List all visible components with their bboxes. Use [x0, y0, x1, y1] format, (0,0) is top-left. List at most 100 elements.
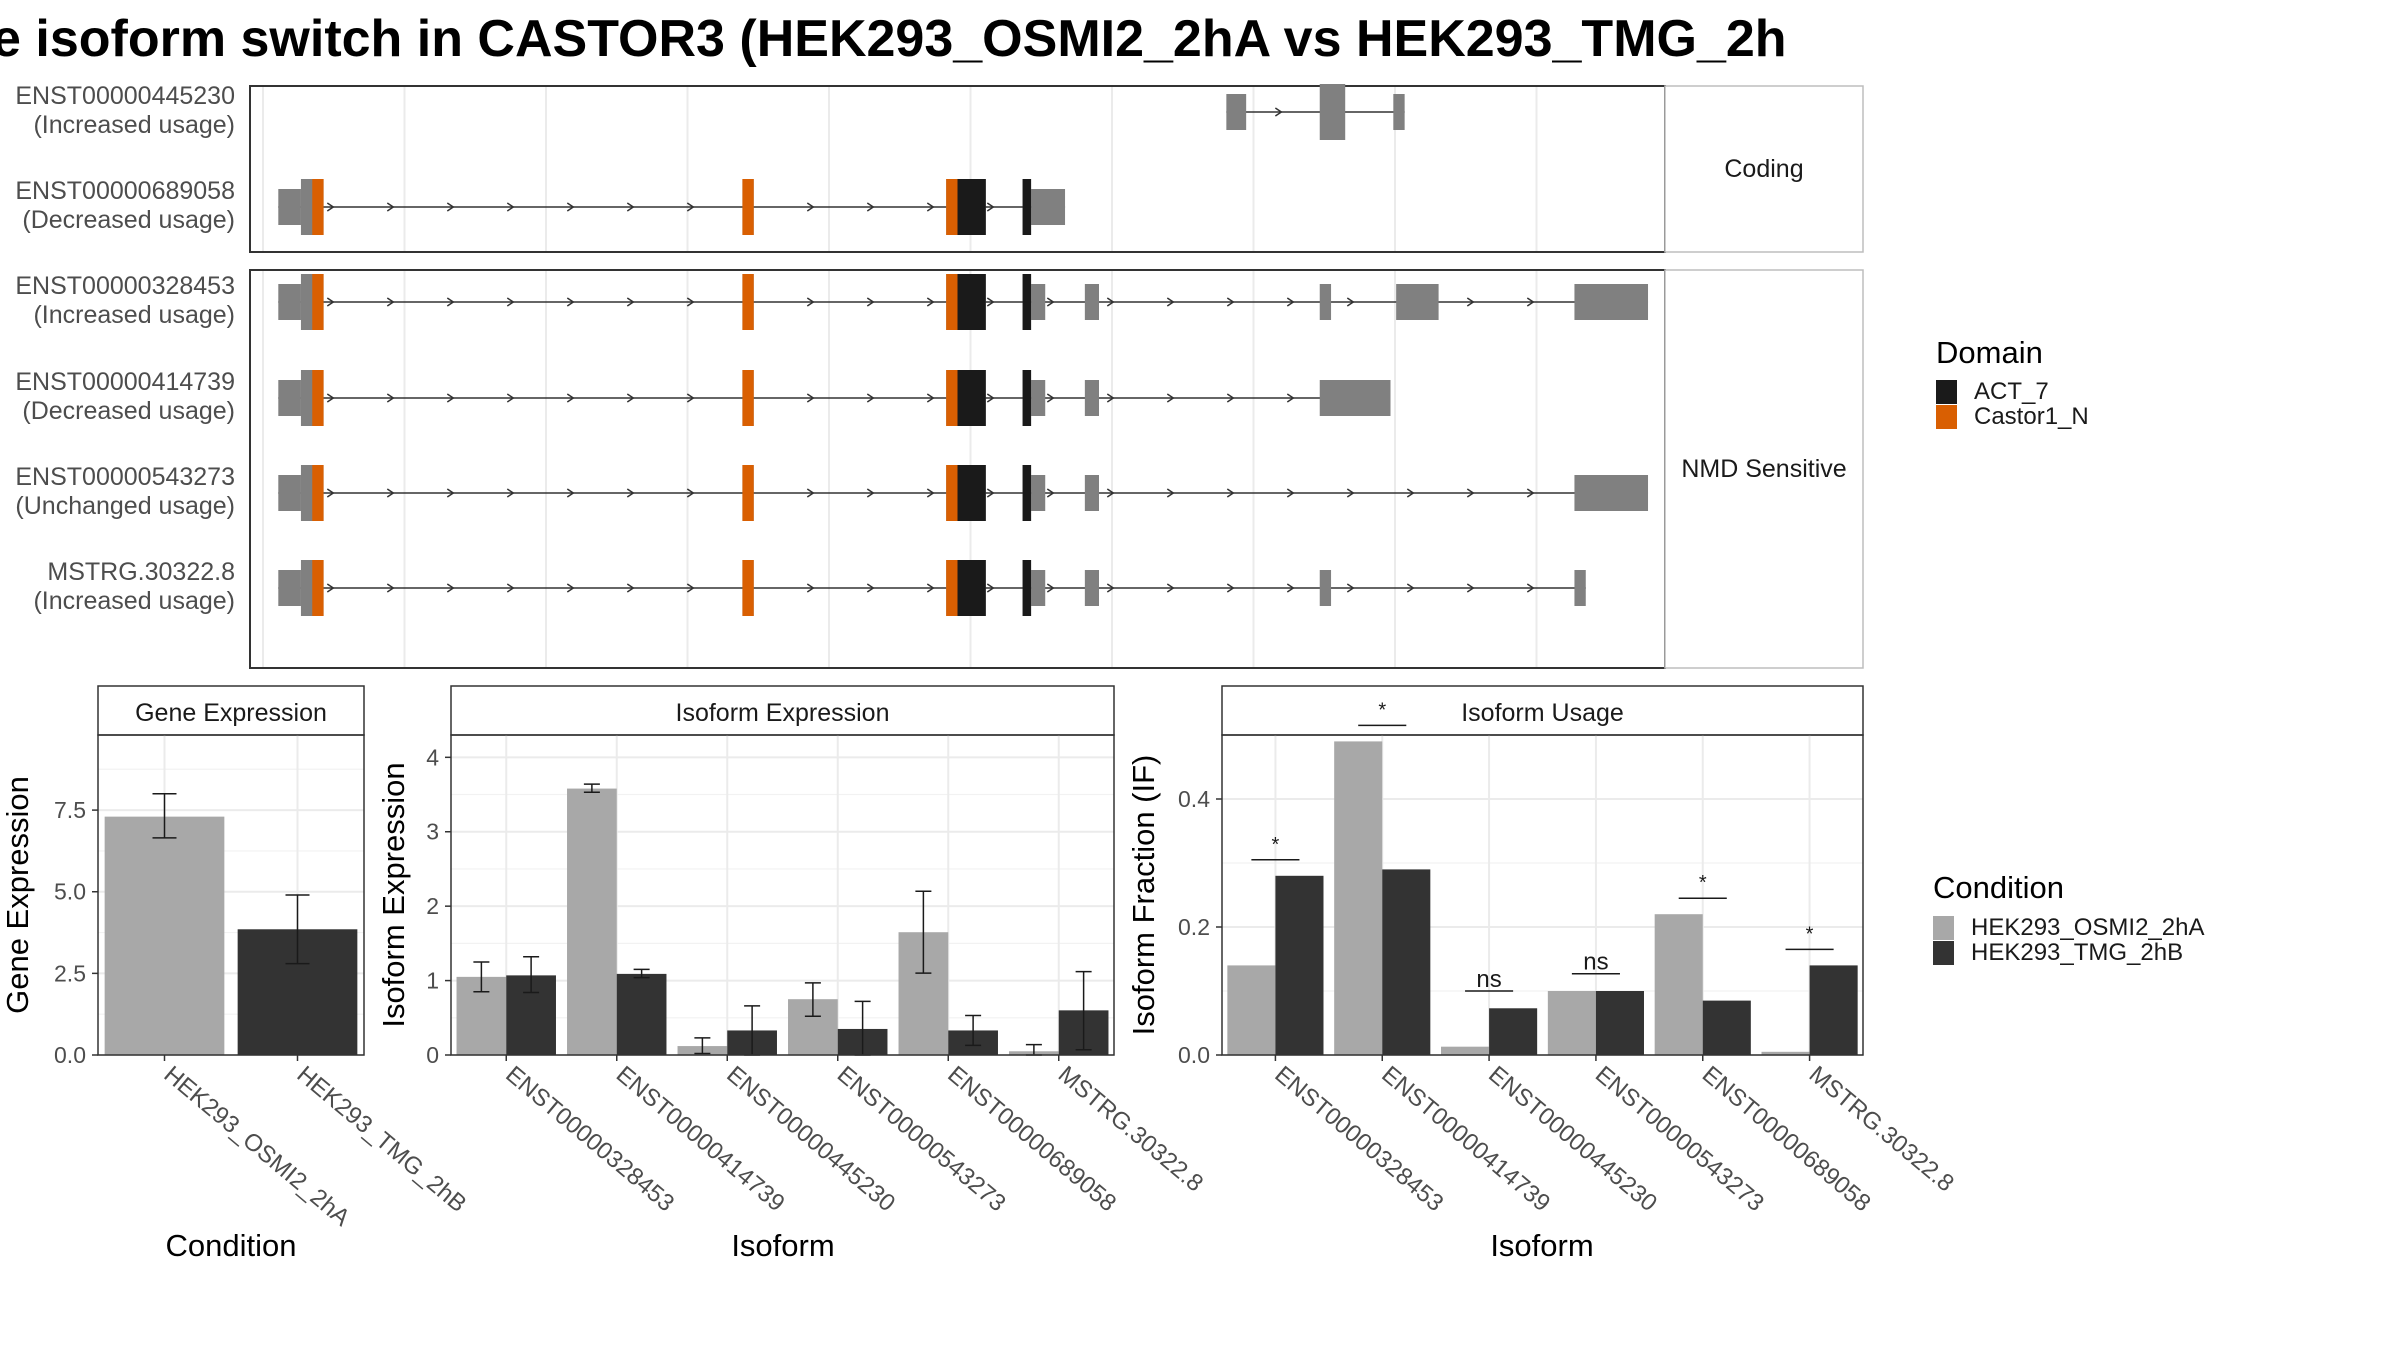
- castor1n-domain: [742, 465, 754, 521]
- transcript-id-label: MSTRG.30322.8: [47, 558, 235, 586]
- significance-label: *: [1272, 834, 1280, 856]
- strand-arrow: [1346, 297, 1355, 307]
- legend-label: Castor1_N: [1974, 403, 2089, 430]
- panel-strip: [97, 685, 365, 736]
- strand-arrow: [1346, 488, 1355, 498]
- exon-block: [1031, 284, 1046, 320]
- exon-block: [1031, 475, 1046, 511]
- strand-arrow: [386, 202, 395, 212]
- transcript-id-label: ENST00000689058: [15, 177, 235, 205]
- legend-title: Domain: [1936, 335, 2043, 370]
- strand-arrow: [986, 393, 995, 403]
- strand-arrow: [866, 297, 875, 307]
- strand-arrow: [806, 488, 815, 498]
- panel-strip: [1221, 685, 1864, 736]
- strand-arrow: [1166, 583, 1175, 593]
- y-tick-label: 5.0: [54, 879, 86, 905]
- transcript-usage-label: (Increased usage): [33, 111, 235, 139]
- strand-arrow: [1226, 488, 1235, 498]
- exon-block: [1319, 380, 1391, 416]
- y-axis-title: Isoform Expression: [376, 762, 411, 1027]
- exon-block: [278, 380, 301, 416]
- strand-arrow: [386, 488, 395, 498]
- castor1n-domain: [742, 179, 754, 235]
- strand-arrow: [1286, 583, 1295, 593]
- strand-arrow: [926, 583, 935, 593]
- act7-domain: [957, 274, 986, 330]
- strand-arrow: [1106, 297, 1115, 307]
- castor1n-domain: [312, 370, 324, 426]
- act7-domain: [1022, 370, 1032, 426]
- bar: [1275, 875, 1324, 1055]
- panel-strip-title: Isoform Expression: [676, 699, 890, 727]
- strand-arrow: [926, 393, 935, 403]
- strand-arrow: [1406, 488, 1415, 498]
- chart-panel-0: Gene Expression0.02.55.07.5HEK293_OSMI2_…: [0, 685, 471, 1263]
- strand-arrow: [446, 583, 455, 593]
- strand-arrow: [1226, 393, 1235, 403]
- transcript-row: MSTRG.30322.8(Increased usage): [33, 558, 1586, 616]
- strand-arrow: [1166, 297, 1175, 307]
- expression-bar-panels: Gene Expression0.02.55.07.5HEK293_OSMI2_…: [0, 685, 1959, 1263]
- transcript-id-label: ENST00000328453: [15, 272, 235, 300]
- exon-block: [1396, 284, 1439, 320]
- strand-arrow: [1166, 488, 1175, 498]
- strand-arrow: [566, 488, 575, 498]
- act7-domain: [1022, 465, 1032, 521]
- strand-arrow: [986, 583, 995, 593]
- exon-block: [1084, 475, 1099, 511]
- bar: [1547, 991, 1596, 1055]
- panel-strip: [450, 685, 1115, 736]
- strand-arrow: [446, 393, 455, 403]
- panel-border: [97, 734, 365, 1056]
- facet-strip-label: NMD Sensitive: [1681, 455, 1846, 483]
- exon-block: [278, 475, 301, 511]
- legend-title: Condition: [1933, 870, 2064, 905]
- bar: [616, 973, 667, 1055]
- strand-arrow: [806, 202, 815, 212]
- y-tick-label: 0.2: [1178, 914, 1210, 940]
- act7-domain: [1022, 274, 1032, 330]
- significance-label: ns: [1476, 966, 1501, 993]
- panel-border: [450, 734, 1115, 1056]
- exon-block: [1031, 380, 1046, 416]
- strand-arrow: [686, 393, 695, 403]
- panel-border: [1221, 734, 1864, 1056]
- strand-arrow: [1106, 488, 1115, 498]
- strand-arrow: [566, 393, 575, 403]
- strand-arrow: [506, 202, 515, 212]
- y-tick-label: 0.4: [1178, 786, 1210, 812]
- legend-swatch: [1936, 405, 1957, 429]
- transcript-row: ENST00000445230(Increased usage): [15, 82, 1405, 140]
- transcript-row: ENST00000689058(Decreased usage): [15, 177, 1066, 235]
- strand-arrow: [326, 488, 335, 498]
- y-tick-label: 4: [426, 744, 439, 770]
- strand-arrow: [686, 297, 695, 307]
- facet-strip: [1664, 269, 1864, 669]
- castor1n-domain: [946, 370, 958, 426]
- exon-block: [1574, 570, 1586, 606]
- legend-label: ACT_7: [1974, 378, 2049, 405]
- strand-arrow: [806, 393, 815, 403]
- panel-strip-title: Gene Expression: [135, 699, 327, 727]
- strand-arrow: [986, 297, 995, 307]
- act7-domain: [957, 370, 986, 426]
- exon-block: [1031, 189, 1066, 225]
- strand-arrow: [626, 488, 635, 498]
- bar: [1441, 1046, 1490, 1055]
- strand-arrow: [1166, 393, 1175, 403]
- transcript-id-label: ENST00000543273: [15, 463, 235, 491]
- strand-arrow: [686, 488, 695, 498]
- strand-arrow: [1226, 297, 1235, 307]
- exon-block: [1319, 84, 1346, 140]
- castor1n-domain: [312, 179, 324, 235]
- panel-strip-title: Isoform Usage: [1461, 699, 1624, 727]
- exon-block: [1319, 570, 1332, 606]
- legend-label: HEK293_TMG_2hB: [1971, 939, 2183, 966]
- y-axis-title: Isoform Fraction (IF): [1126, 755, 1161, 1036]
- strand-arrow: [866, 393, 875, 403]
- bar: [1809, 965, 1858, 1055]
- act7-domain: [957, 179, 986, 235]
